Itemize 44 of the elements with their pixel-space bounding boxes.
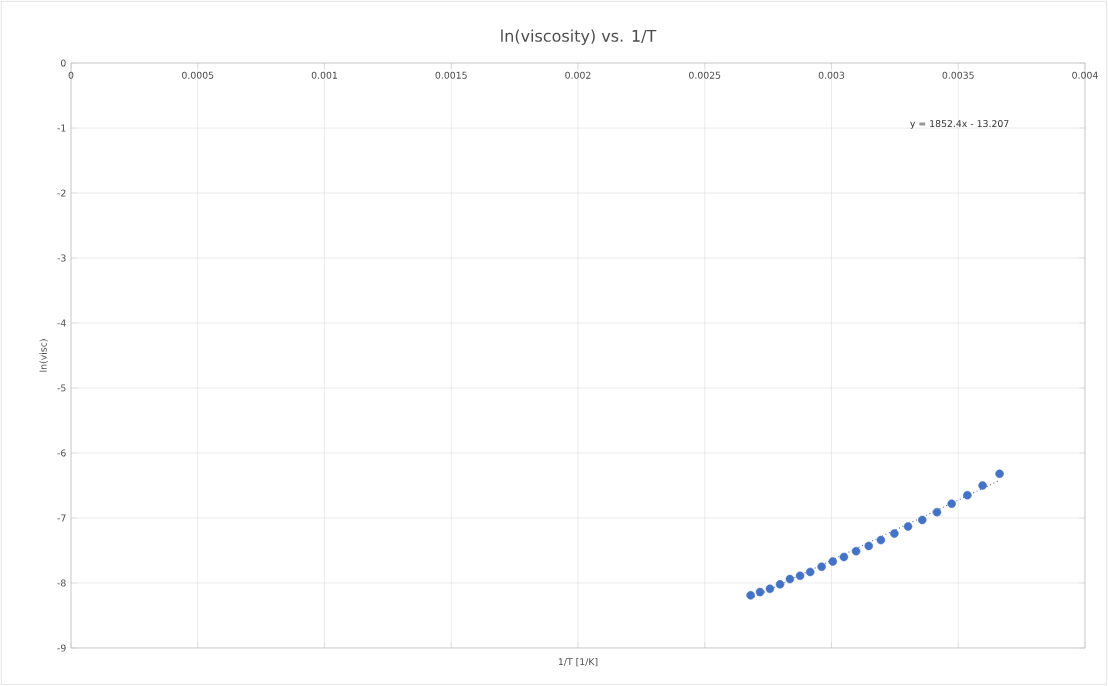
point [828, 557, 838, 566]
x-axis-title: 1/T [1/K] [558, 658, 598, 667]
point [963, 490, 972, 500]
point [932, 507, 942, 517]
point [755, 587, 765, 597]
y-tick-label: -3 [57, 254, 66, 262]
point [978, 481, 987, 490]
point [917, 515, 927, 525]
point [890, 529, 899, 538]
y-tick-label: -4 [57, 319, 66, 327]
y-tick-label: -9 [57, 644, 66, 652]
point [817, 562, 826, 572]
point [864, 541, 874, 551]
point [795, 571, 805, 581]
x-tick-label: 0.001 [311, 71, 337, 79]
y-tick-label: -7 [57, 514, 66, 522]
x-tick-label: 0 [68, 71, 74, 79]
x-tick-label: 0.0015 [435, 71, 467, 79]
x-tick-label: 0.0035 [942, 71, 974, 79]
point [785, 574, 795, 584]
point [995, 469, 1004, 479]
y-tick-label: -8 [57, 579, 66, 587]
point [775, 580, 785, 589]
point [805, 567, 815, 577]
point [851, 546, 861, 556]
annotation: y = 1852.4x - 13.207 [910, 120, 1009, 129]
x-tick-label: 0.004 [1072, 71, 1098, 79]
point [903, 522, 913, 531]
point [765, 584, 775, 594]
y-tick-label: -2 [57, 189, 66, 197]
x-tick-label: 0.0025 [689, 71, 721, 79]
x-tick-label: 0.0005 [182, 71, 214, 79]
chart-title: ln(viscosity) vs. 1/T [501, 29, 657, 45]
point [876, 535, 886, 545]
y-axis-title: ln(visc) [39, 339, 48, 372]
y-tick-label: -5 [57, 384, 66, 392]
y-tick-label: 0 [60, 59, 66, 67]
x-tick-label: 0.003 [818, 71, 845, 79]
point [746, 591, 755, 600]
y-tick-label: -6 [57, 449, 66, 457]
point [839, 552, 849, 562]
y-tick-label: -1 [57, 124, 66, 132]
point [947, 499, 956, 508]
x-tick-label: 0.002 [565, 71, 591, 79]
